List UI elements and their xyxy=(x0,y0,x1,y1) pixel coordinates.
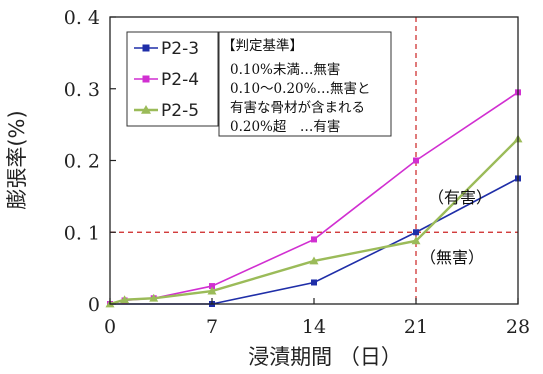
x-tick-label: 14 xyxy=(302,316,326,338)
tick-layer: 0 0. 1 0. 2 0. 3 0. 4 0 7 14 21 28 xyxy=(64,7,530,338)
y-tick-label: 0. 4 xyxy=(64,7,100,29)
reference-lines xyxy=(110,17,518,304)
criteria-box: 【判定基準】 0.10%未満…無害 0.10～0.20%…無害と 有害な骨材が含… xyxy=(218,31,392,137)
x-tick-label: 7 xyxy=(206,316,218,338)
criteria-title: 【判定基準】 xyxy=(222,37,303,54)
criteria-box-frame xyxy=(218,31,392,137)
legend-items: P2-3 P2-4 P2-5 xyxy=(134,39,199,121)
annotation-harmful: （有害） xyxy=(428,188,492,207)
y-axis-title: 膨張率(%) xyxy=(5,110,29,209)
annotation-harmless: （無害） xyxy=(420,248,484,267)
x-tick-label: 0 xyxy=(104,316,116,338)
data-point xyxy=(309,256,319,265)
criteria-line-2: 0.10～0.20%…無害と xyxy=(230,81,370,97)
legend-label: P2-4 xyxy=(161,70,199,90)
criteria-line-3: 有害な骨材が含まれる xyxy=(230,100,365,116)
y-tick-label: 0 xyxy=(88,294,100,316)
series-line xyxy=(109,138,519,306)
x-tick-label: 21 xyxy=(404,316,428,338)
data-point xyxy=(311,236,317,243)
y-tick-label: 0. 3 xyxy=(64,79,100,101)
data-point xyxy=(207,286,217,295)
criteria-line-4: 0.20%超 …有害 xyxy=(230,119,340,135)
x-axis-title: 浸漬期間 （日） xyxy=(248,345,402,369)
data-point xyxy=(413,229,419,236)
data-point xyxy=(149,293,159,302)
data-point xyxy=(413,157,419,164)
criteria-line-1: 0.10%未満…無害 xyxy=(230,62,340,78)
legend-label: P2-5 xyxy=(161,101,199,121)
data-point xyxy=(120,295,130,304)
y-tick-label: 0. 1 xyxy=(64,222,100,244)
data-point xyxy=(142,44,150,52)
x-tick-label: 28 xyxy=(506,316,530,338)
data-point xyxy=(142,75,150,83)
legend: P2-3 P2-4 P2-5 xyxy=(126,31,219,127)
data-point xyxy=(209,283,215,290)
y-tick-label: 0. 2 xyxy=(64,151,100,173)
data-point xyxy=(411,236,421,245)
data-point xyxy=(141,105,151,114)
data-point xyxy=(311,279,317,286)
legend-label: P2-3 xyxy=(161,39,199,59)
